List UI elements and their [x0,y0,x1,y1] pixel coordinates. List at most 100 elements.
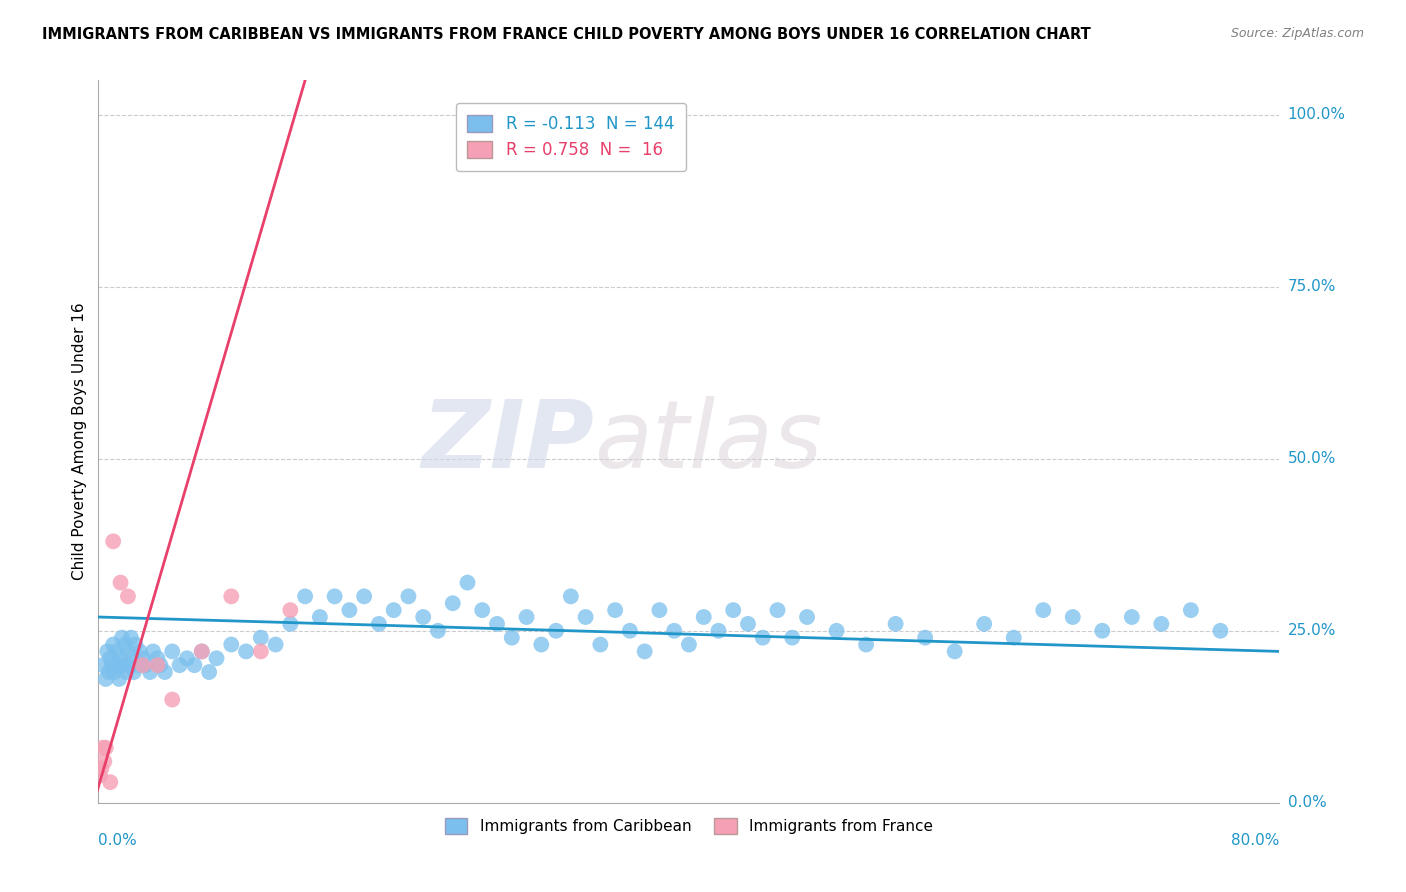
Point [1002,631,1025,645]
Point [1150,616,1173,631]
Y-axis label: Child Poverty Among Boys Under 16: Child Poverty Among Boys Under 16 [72,302,87,581]
Point [973,616,995,631]
Point [94,672,117,686]
Point [693,610,716,624]
Point [294,590,316,604]
Point [619,624,641,638]
Point [104,665,127,679]
Point [323,590,346,604]
Point [105,644,128,658]
Point [162,692,183,706]
Point [98,775,121,789]
Point [98,651,121,665]
Point [96,644,118,658]
Point [121,651,143,665]
Point [149,658,172,673]
Text: 0.0%: 0.0% [98,833,138,848]
Point [132,658,155,673]
Point [605,603,627,617]
Point [280,603,302,617]
Point [91,658,114,673]
Point [115,665,138,679]
Point [589,638,612,652]
Point [382,603,405,617]
Text: 75.0%: 75.0% [1288,279,1336,294]
Point [110,651,132,665]
Point [398,590,420,604]
Point [1032,603,1054,617]
Point [250,644,273,658]
Point [678,638,700,652]
Point [100,658,122,673]
Text: ZIP: ZIP [422,395,595,488]
Point [1091,624,1114,638]
Point [162,644,183,658]
Point [122,665,145,679]
Point [664,624,686,638]
Point [339,603,361,617]
Point [353,590,375,604]
Text: Source: ZipAtlas.com: Source: ZipAtlas.com [1230,27,1364,40]
Point [1180,603,1202,617]
Point [191,644,214,658]
Point [884,616,907,631]
Point [94,740,117,755]
Point [516,610,538,624]
Point [107,658,129,673]
Point [560,590,582,604]
Point [368,616,391,631]
Point [89,768,111,782]
Point [110,575,132,590]
Point [427,624,450,638]
Point [120,631,142,645]
Point [169,658,191,673]
Point [111,631,134,645]
Text: 80.0%: 80.0% [1232,833,1279,848]
Point [264,638,287,652]
Text: 0.0%: 0.0% [1288,796,1326,810]
Point [280,616,302,631]
Point [97,665,120,679]
Point [309,610,332,624]
Point [1062,610,1084,624]
Point [108,672,131,686]
Point [250,631,273,645]
Point [139,665,162,679]
Legend: Immigrants from Caribbean, Immigrants from France: Immigrants from Caribbean, Immigrants fr… [437,811,941,842]
Point [546,624,568,638]
Point [117,644,139,658]
Point [146,651,169,665]
Text: 50.0%: 50.0% [1288,451,1336,467]
Point [782,631,804,645]
Point [575,610,598,624]
Point [471,603,494,617]
Point [221,638,243,652]
Point [112,658,135,673]
Point [707,624,730,638]
Point [766,603,789,617]
Text: IMMIGRANTS FROM CARIBBEAN VS IMMIGRANTS FROM FRANCE CHILD POVERTY AMONG BOYS UND: IMMIGRANTS FROM CARIBBEAN VS IMMIGRANTS … [42,27,1091,42]
Point [1209,624,1232,638]
Point [221,590,243,604]
Point [634,644,657,658]
Point [142,644,165,658]
Point [128,644,150,658]
Point [127,658,149,673]
Point [118,658,141,673]
Point [124,638,146,652]
Point [530,638,553,652]
Point [412,610,434,624]
Point [501,631,523,645]
Point [441,596,464,610]
Point [752,631,775,645]
Point [825,624,848,638]
Point [103,638,125,652]
Point [457,575,479,590]
Point [191,644,214,658]
Point [198,665,221,679]
Point [117,590,139,604]
Text: 100.0%: 100.0% [1288,107,1346,122]
Point [914,631,936,645]
Point [1121,610,1143,624]
Point [737,616,759,631]
